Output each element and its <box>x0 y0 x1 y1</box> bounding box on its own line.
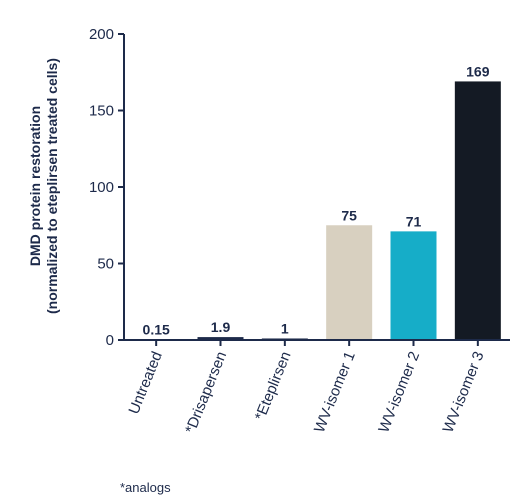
bar <box>390 231 437 340</box>
x-category-label: WV-isomer 3 <box>440 349 488 435</box>
data-label: 71 <box>406 213 422 229</box>
bar <box>197 337 244 340</box>
data-labels: 0.15 1.9 1 75 71 169 <box>143 63 490 337</box>
bar <box>326 225 373 340</box>
x-category-label: Untreated <box>125 349 165 416</box>
data-label: 1 <box>281 320 289 336</box>
y-axis-title: DMD protein restoration (normalized to e… <box>27 58 60 314</box>
y-tick-label: 200 <box>89 26 114 43</box>
y-tick-label: 100 <box>89 179 114 196</box>
y-tick-label: 0 <box>106 332 114 349</box>
x-category-label: *Eteplirsen <box>252 349 295 423</box>
data-label: 1.9 <box>211 319 231 335</box>
y-tick-label: 150 <box>89 103 114 120</box>
x-category-label: *Drisapersen <box>182 349 230 436</box>
bar <box>454 81 501 341</box>
data-label: 169 <box>466 63 490 79</box>
x-axis-category-labels: Untreated *Drisapersen *Eteplirsen WV-isome… <box>125 349 487 436</box>
bars <box>133 81 501 346</box>
x-category-label: WV-isomer 2 <box>375 349 423 435</box>
footnote: *analogs <box>120 480 171 495</box>
y-axis-title-line-2: (normalized to eteplirsen treated cells) <box>44 58 60 314</box>
data-label: 75 <box>341 207 357 223</box>
x-category-label: WV-isomer 1 <box>311 349 359 435</box>
y-axis: 0 50 100 150 200 <box>89 26 124 349</box>
y-tick-label: 50 <box>97 256 114 273</box>
y-axis-title-line-1: DMD protein restoration <box>27 106 43 266</box>
data-label: 0.15 <box>143 321 170 337</box>
